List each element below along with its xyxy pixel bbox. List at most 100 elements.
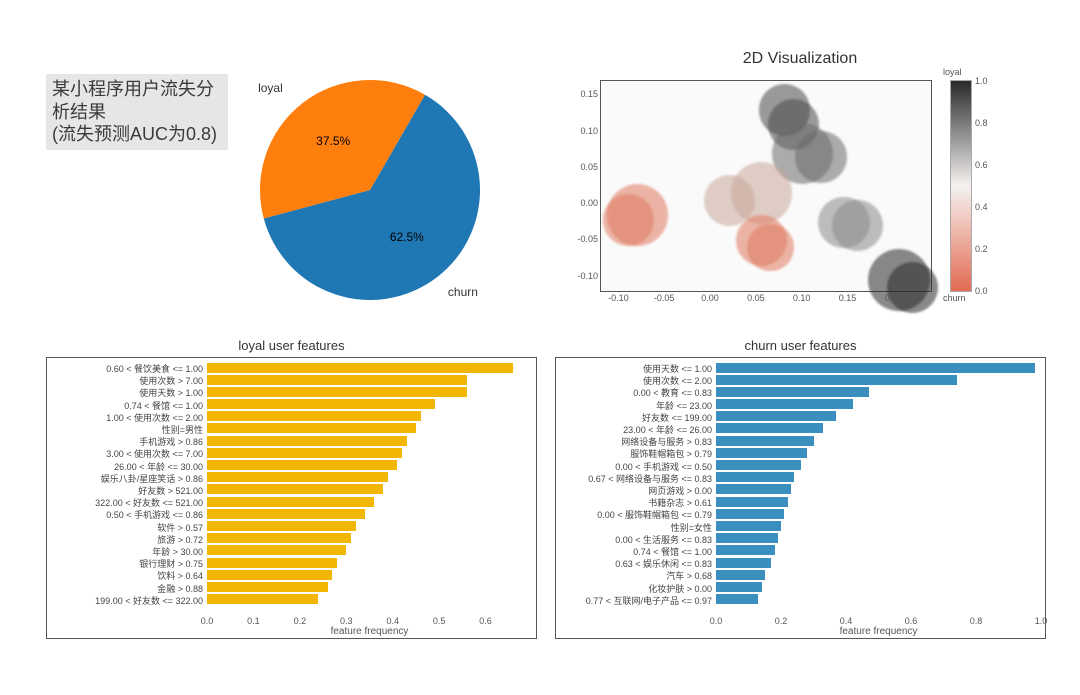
scatter-axes bbox=[600, 80, 932, 292]
pie-label-loyal: loyal bbox=[258, 81, 283, 95]
bar-row bbox=[207, 581, 532, 592]
bar-label: 使用次数 > 7.00 bbox=[47, 374, 207, 387]
bar-rect bbox=[716, 582, 762, 592]
bar-label: 使用天数 > 1.00 bbox=[47, 386, 207, 399]
bar-label: 0.00 < 手机游戏 <= 0.50 bbox=[556, 460, 716, 473]
bar-row bbox=[716, 557, 1041, 568]
bar-row bbox=[207, 435, 532, 446]
bar-rect bbox=[716, 399, 853, 409]
bar-label: 0.00 < 服饰鞋帽箱包 <= 0.79 bbox=[556, 508, 716, 521]
title-line-1: 某小程序用户流失分析结果 bbox=[52, 78, 222, 123]
pie-svg: 62.5%37.5% bbox=[250, 70, 490, 310]
bar-xtick: 1.0 bbox=[1035, 616, 1048, 626]
bar-xtick: 0.0 bbox=[710, 616, 723, 626]
bar-rect bbox=[716, 460, 801, 470]
bar-row bbox=[207, 557, 532, 568]
bar-rect bbox=[716, 521, 781, 531]
scatter-xtick: 0.10 bbox=[793, 293, 811, 303]
loyal-bar-plot: 0.00.10.20.30.40.50.6feature frequency 0… bbox=[46, 357, 537, 639]
colorbar: 0.00.20.40.60.81.0loyalchurn bbox=[950, 80, 972, 292]
bar-rect bbox=[207, 423, 416, 433]
bar-row bbox=[716, 581, 1041, 592]
bar-label: 0.00 < 生活服务 <= 0.83 bbox=[556, 533, 716, 546]
bar-label: 26.00 < 年龄 <= 30.00 bbox=[47, 460, 207, 473]
bar-xtick: 0.2 bbox=[775, 616, 788, 626]
bar-xtick: 0.2 bbox=[294, 616, 307, 626]
bar-label: 性别=男性 bbox=[47, 423, 207, 436]
bar-rect bbox=[207, 448, 402, 458]
colorbar-tick: 0.0 bbox=[975, 286, 988, 296]
churn-bar-panel: churn user features 0.00.20.40.60.81.0fe… bbox=[555, 338, 1046, 639]
bar-row bbox=[716, 447, 1041, 458]
bar-rect bbox=[207, 533, 351, 543]
bar-label: 银行理财 > 0.75 bbox=[47, 557, 207, 570]
bar-row bbox=[716, 386, 1041, 397]
bar-rect bbox=[716, 509, 784, 519]
bar-row bbox=[207, 484, 532, 495]
bar-xtick: 0.0 bbox=[201, 616, 214, 626]
scatter-ytick: 0.00 bbox=[570, 198, 598, 208]
scatter-xtick: 0.05 bbox=[747, 293, 765, 303]
bar-label: 年龄 > 30.00 bbox=[47, 545, 207, 558]
bar-rect bbox=[716, 570, 765, 580]
bar-rect bbox=[207, 582, 328, 592]
colorbar-tick: 0.2 bbox=[975, 244, 988, 254]
bar-row bbox=[716, 411, 1041, 422]
bar-label: 汽车 > 0.68 bbox=[556, 569, 716, 582]
bar-xlabel: feature frequency bbox=[331, 626, 409, 637]
bar-label: 网络设备与服务 > 0.83 bbox=[556, 435, 716, 448]
bar-label: 服饰鞋帽箱包 > 0.79 bbox=[556, 447, 716, 460]
bar-label: 1.00 < 使用次数 <= 2.00 bbox=[47, 411, 207, 424]
bar-row bbox=[716, 520, 1041, 531]
bar-row bbox=[207, 569, 532, 580]
bar-row bbox=[207, 508, 532, 519]
bar-row bbox=[207, 520, 532, 531]
bar-label: 3.00 < 使用次数 <= 7.00 bbox=[47, 447, 207, 460]
bar-row bbox=[207, 460, 532, 471]
scatter-ytick: 0.05 bbox=[570, 162, 598, 172]
churn-bar-plot: 0.00.20.40.60.81.0feature frequency 使用天数… bbox=[555, 357, 1046, 639]
bar-rect bbox=[716, 387, 869, 397]
bar-rect bbox=[207, 509, 365, 519]
scatter-xtick: 0.00 bbox=[701, 293, 719, 303]
bar-xtick: 0.4 bbox=[386, 616, 399, 626]
bar-label: 0.77 < 互联网/电子产品 <= 0.97 bbox=[556, 594, 716, 607]
bar-row bbox=[716, 533, 1041, 544]
scatter-xtick: 0.15 bbox=[839, 293, 857, 303]
scatter-ytick: -0.05 bbox=[570, 234, 598, 244]
scatter-cluster bbox=[795, 131, 846, 182]
scatter-cluster bbox=[747, 224, 793, 270]
bar-label: 好友数 <= 199.00 bbox=[556, 411, 716, 424]
scatter-cluster bbox=[887, 262, 938, 313]
bar-row bbox=[716, 374, 1041, 385]
bar-row bbox=[716, 362, 1041, 373]
bar-rect bbox=[716, 545, 775, 555]
bar-label: 娱乐八卦/星座笑话 > 0.86 bbox=[47, 472, 207, 485]
scatter-ytick: -0.10 bbox=[570, 271, 598, 281]
bar-rect bbox=[716, 375, 957, 385]
bar-row bbox=[207, 411, 532, 422]
bar-row bbox=[207, 374, 532, 385]
bar-rect bbox=[207, 570, 332, 580]
scatter-title: 2D Visualization bbox=[570, 50, 1030, 68]
bar-rect bbox=[207, 399, 435, 409]
bar-row bbox=[207, 496, 532, 507]
colorbar-label-top: loyal bbox=[943, 67, 962, 77]
scatter-body: 0.00.20.40.60.81.0loyalchurn -0.10 -0.05 0… bbox=[570, 70, 1030, 320]
bar-row bbox=[207, 386, 532, 397]
bar-label: 手机游戏 > 0.86 bbox=[47, 435, 207, 448]
bar-row bbox=[716, 569, 1041, 580]
bar-row bbox=[207, 472, 532, 483]
bar-row bbox=[716, 460, 1041, 471]
churn-bar-title: churn user features bbox=[555, 338, 1046, 353]
bar-label: 322.00 < 好友数 <= 521.00 bbox=[47, 496, 207, 509]
bar-rect bbox=[207, 460, 397, 470]
colorbar-tick: 0.6 bbox=[975, 160, 988, 170]
bar-xtick: 0.6 bbox=[479, 616, 492, 626]
pie-chart: 62.5%37.5% churnloyal bbox=[230, 60, 530, 320]
bar-rect bbox=[207, 521, 356, 531]
bar-label: 好友数 > 521.00 bbox=[47, 484, 207, 497]
loyal-bar-panel: loyal user features 0.00.10.20.30.40.50.… bbox=[46, 338, 537, 639]
bar-xtick: 0.3 bbox=[340, 616, 353, 626]
bar-row bbox=[716, 496, 1041, 507]
